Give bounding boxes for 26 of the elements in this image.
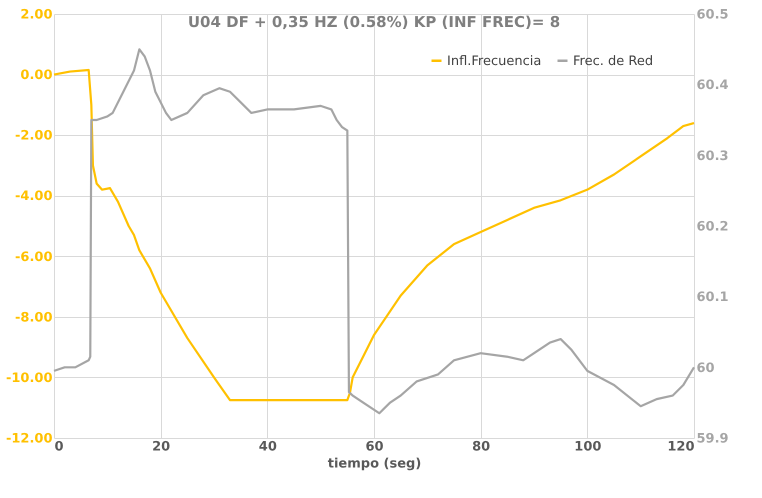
y2-tick-label: 60.3 — [696, 148, 729, 164]
legend-label: Infl.Frecuencia — [447, 54, 542, 69]
x-tick-label: 60 — [365, 440, 384, 454]
y2-tick-label: 60.4 — [696, 78, 729, 94]
y-tick-label: -12.00 — [6, 432, 52, 446]
x-tick-label: 80 — [472, 440, 490, 454]
chart-title: U04 DF + 0,35 HZ (0.58%) KP (INF FREC)= 8 — [188, 13, 560, 31]
y-tick-label: -8.00 — [15, 310, 52, 326]
x-tick-label: 120 — [667, 440, 694, 454]
y-tick-label: -4.00 — [15, 189, 52, 204]
x-tick-label: 100 — [574, 440, 602, 454]
y-tick-label: -6.00 — [15, 250, 52, 265]
y2-tick-label: 59.9 — [696, 432, 729, 446]
y2-tick-label: 60 — [696, 360, 715, 376]
legend-label: Frec. de Red — [573, 54, 654, 69]
y2-tick-label: 60.2 — [696, 220, 729, 234]
x-axis-title: tiempo (seg) — [328, 456, 422, 472]
y-tick-label: -2.00 — [15, 128, 52, 144]
x-tick-label: 40 — [258, 440, 277, 454]
y-tick-label: -10.00 — [6, 370, 52, 386]
y2-tick-label: 60.5 — [696, 8, 729, 22]
y-tick-label: 0.00 — [20, 68, 52, 84]
x-tick-label: 0 — [54, 440, 64, 454]
y-tick-label: 2.00 — [20, 8, 52, 22]
x-tick-label: 20 — [152, 440, 170, 454]
y2-tick-label: 60.1 — [696, 290, 729, 306]
